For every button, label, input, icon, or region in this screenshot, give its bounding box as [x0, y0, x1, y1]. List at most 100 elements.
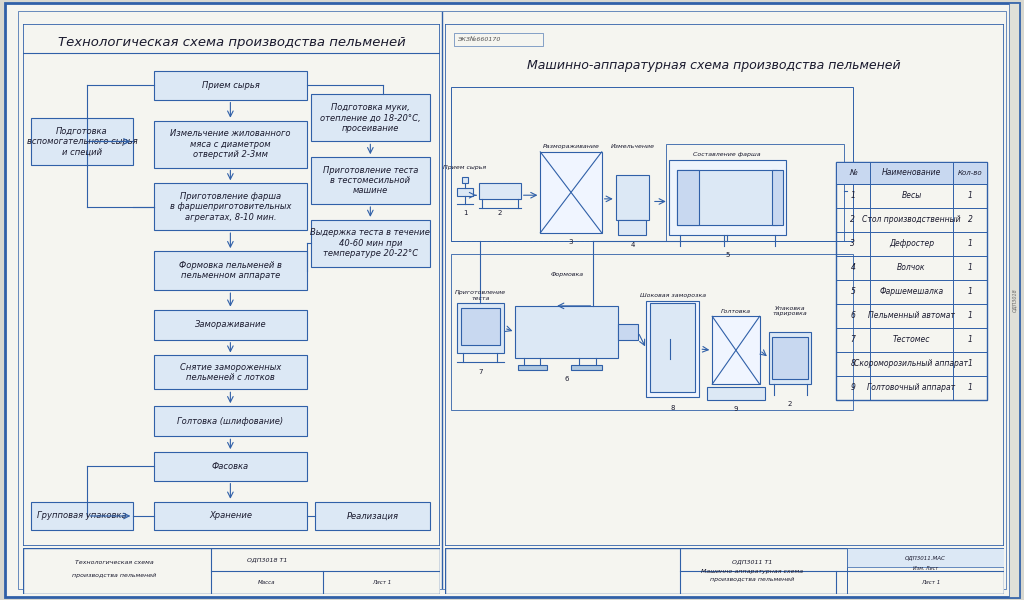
Text: Масса: Масса	[258, 580, 275, 585]
Text: 4: 4	[630, 242, 635, 248]
Text: Составление фарша: Составление фарша	[693, 152, 761, 157]
Text: Скороморозильный аппарат: Скороморозильный аппарат	[854, 359, 969, 368]
Bar	[847, 548, 1004, 566]
Text: Измельчение жилованного
мяса с диаметром
отверстий 2-3мм: Измельчение жилованного мяса с диаметром…	[170, 129, 291, 159]
Text: №: №	[849, 168, 857, 177]
Bar	[836, 232, 987, 256]
Text: Подготовка
вспомогательного сырья
и специй: Подготовка вспомогательного сырья и спец…	[27, 127, 137, 157]
Polygon shape	[543, 283, 565, 306]
Bar	[155, 355, 306, 389]
Text: Выдержка теста в течение
40-60 мин при
температуре 20-22°С: Выдержка теста в течение 40-60 мин при т…	[310, 229, 430, 258]
Text: 1: 1	[968, 287, 973, 296]
Text: 1: 1	[968, 239, 973, 248]
Text: 6: 6	[564, 376, 569, 382]
Text: Размораживание: Размораживание	[543, 144, 599, 149]
Text: Формовка пельменей в
пельменном аппарате: Формовка пельменей в пельменном аппарате	[179, 261, 282, 280]
Text: Упаковка
тарировка: Упаковка тарировка	[773, 305, 808, 316]
Bar	[836, 162, 987, 400]
Text: Стол производственный: Стол производственный	[862, 215, 961, 224]
Bar	[457, 303, 504, 353]
Text: Приготовление фарша
в фаршеприготовительных
агрегатах, 8-10 мин.: Приготовление фарша в фаршеприготовитель…	[170, 192, 291, 221]
Text: Приготовление теста
в тестомесильной
машине: Приготовление теста в тестомесильной маш…	[323, 166, 418, 196]
Text: 5: 5	[850, 287, 855, 296]
Bar	[836, 184, 987, 208]
Text: ОДП3011.МАС: ОДП3011.МАС	[905, 555, 946, 560]
Bar	[836, 352, 987, 376]
Text: 1: 1	[850, 191, 855, 200]
Text: Лист 1: Лист 1	[372, 580, 391, 585]
Text: 2: 2	[850, 215, 855, 224]
Text: 1: 1	[968, 263, 973, 272]
Bar	[311, 220, 430, 267]
Bar	[836, 162, 987, 184]
Text: Тестомес: Тестомес	[893, 335, 930, 344]
Text: производства пельменей: производства пельменей	[73, 573, 157, 578]
Text: Технологическая схема: Технологическая схема	[75, 560, 154, 565]
Bar	[462, 177, 468, 183]
Bar	[618, 324, 638, 340]
Bar	[713, 316, 760, 384]
Text: 8: 8	[671, 405, 675, 411]
Text: 6: 6	[850, 311, 855, 320]
Bar	[836, 304, 987, 328]
Bar	[772, 170, 783, 225]
Bar	[836, 256, 987, 280]
Bar	[155, 310, 306, 340]
Text: Измельчение: Измельчение	[610, 144, 654, 149]
Bar	[836, 376, 987, 400]
Bar	[677, 170, 777, 225]
Bar	[650, 303, 695, 392]
Bar	[541, 152, 602, 233]
Text: 2: 2	[498, 211, 502, 217]
Bar	[571, 365, 602, 370]
Text: Кол-во: Кол-во	[957, 170, 982, 176]
Bar	[311, 157, 430, 204]
Bar	[451, 86, 853, 241]
Bar	[666, 144, 845, 241]
Bar	[461, 308, 500, 345]
Text: 4: 4	[850, 263, 855, 272]
Text: Прием сырья: Прием сырья	[202, 81, 259, 90]
Text: 1: 1	[968, 191, 973, 200]
Text: Шоковая заморозка: Шоковая заморозка	[640, 293, 706, 298]
Text: ОДП3011 Т1: ОДП3011 Т1	[732, 560, 772, 565]
Bar	[155, 71, 306, 100]
Bar	[155, 406, 306, 436]
Text: 1: 1	[968, 359, 973, 368]
Bar	[836, 280, 987, 304]
Text: Голтовка (шлифование): Голтовка (шлифование)	[177, 417, 284, 426]
Text: Лист 1: Лист 1	[922, 580, 941, 585]
Bar	[618, 220, 646, 235]
Text: Пельменный автомат: Пельменный автомат	[868, 311, 954, 320]
Text: производства пельменей: производства пельменей	[711, 577, 795, 582]
Text: ОДП3018: ОДП3018	[1012, 288, 1017, 312]
Bar	[677, 170, 699, 225]
Bar	[615, 175, 649, 220]
Text: 2: 2	[968, 215, 973, 224]
Bar	[315, 502, 430, 530]
Text: 1: 1	[968, 383, 973, 392]
Text: Формовка: Формовка	[550, 272, 584, 277]
Text: 7: 7	[850, 335, 855, 344]
Text: ЭКЗ№660170: ЭКЗ№660170	[457, 37, 500, 42]
Bar	[847, 548, 1004, 594]
Text: Изм. Лист: Изм. Лист	[912, 566, 938, 571]
Text: Групповая упаковка: Групповая упаковка	[37, 511, 127, 520]
Text: Приготовление
теста: Приготовление теста	[455, 290, 506, 301]
Text: Фаршемешалка: Фаршемешалка	[880, 287, 943, 296]
Text: 2: 2	[787, 401, 793, 407]
Text: Голтовка: Голтовка	[721, 309, 751, 314]
Bar	[454, 33, 543, 46]
Bar	[31, 502, 133, 530]
Text: 7: 7	[478, 368, 482, 374]
Bar	[155, 183, 306, 230]
Bar	[518, 365, 547, 370]
Text: Прием сырья: Прием сырья	[443, 165, 486, 170]
Bar	[836, 208, 987, 232]
Text: 9: 9	[733, 406, 738, 412]
Bar	[772, 337, 808, 379]
Bar	[457, 188, 473, 196]
Bar	[1009, 3, 1019, 597]
Text: Машинно-аппаратурная схема: Машинно-аппаратурная схема	[701, 569, 804, 574]
Text: Технологическая схема производства пельменей: Технологическая схема производства пельм…	[57, 36, 406, 49]
